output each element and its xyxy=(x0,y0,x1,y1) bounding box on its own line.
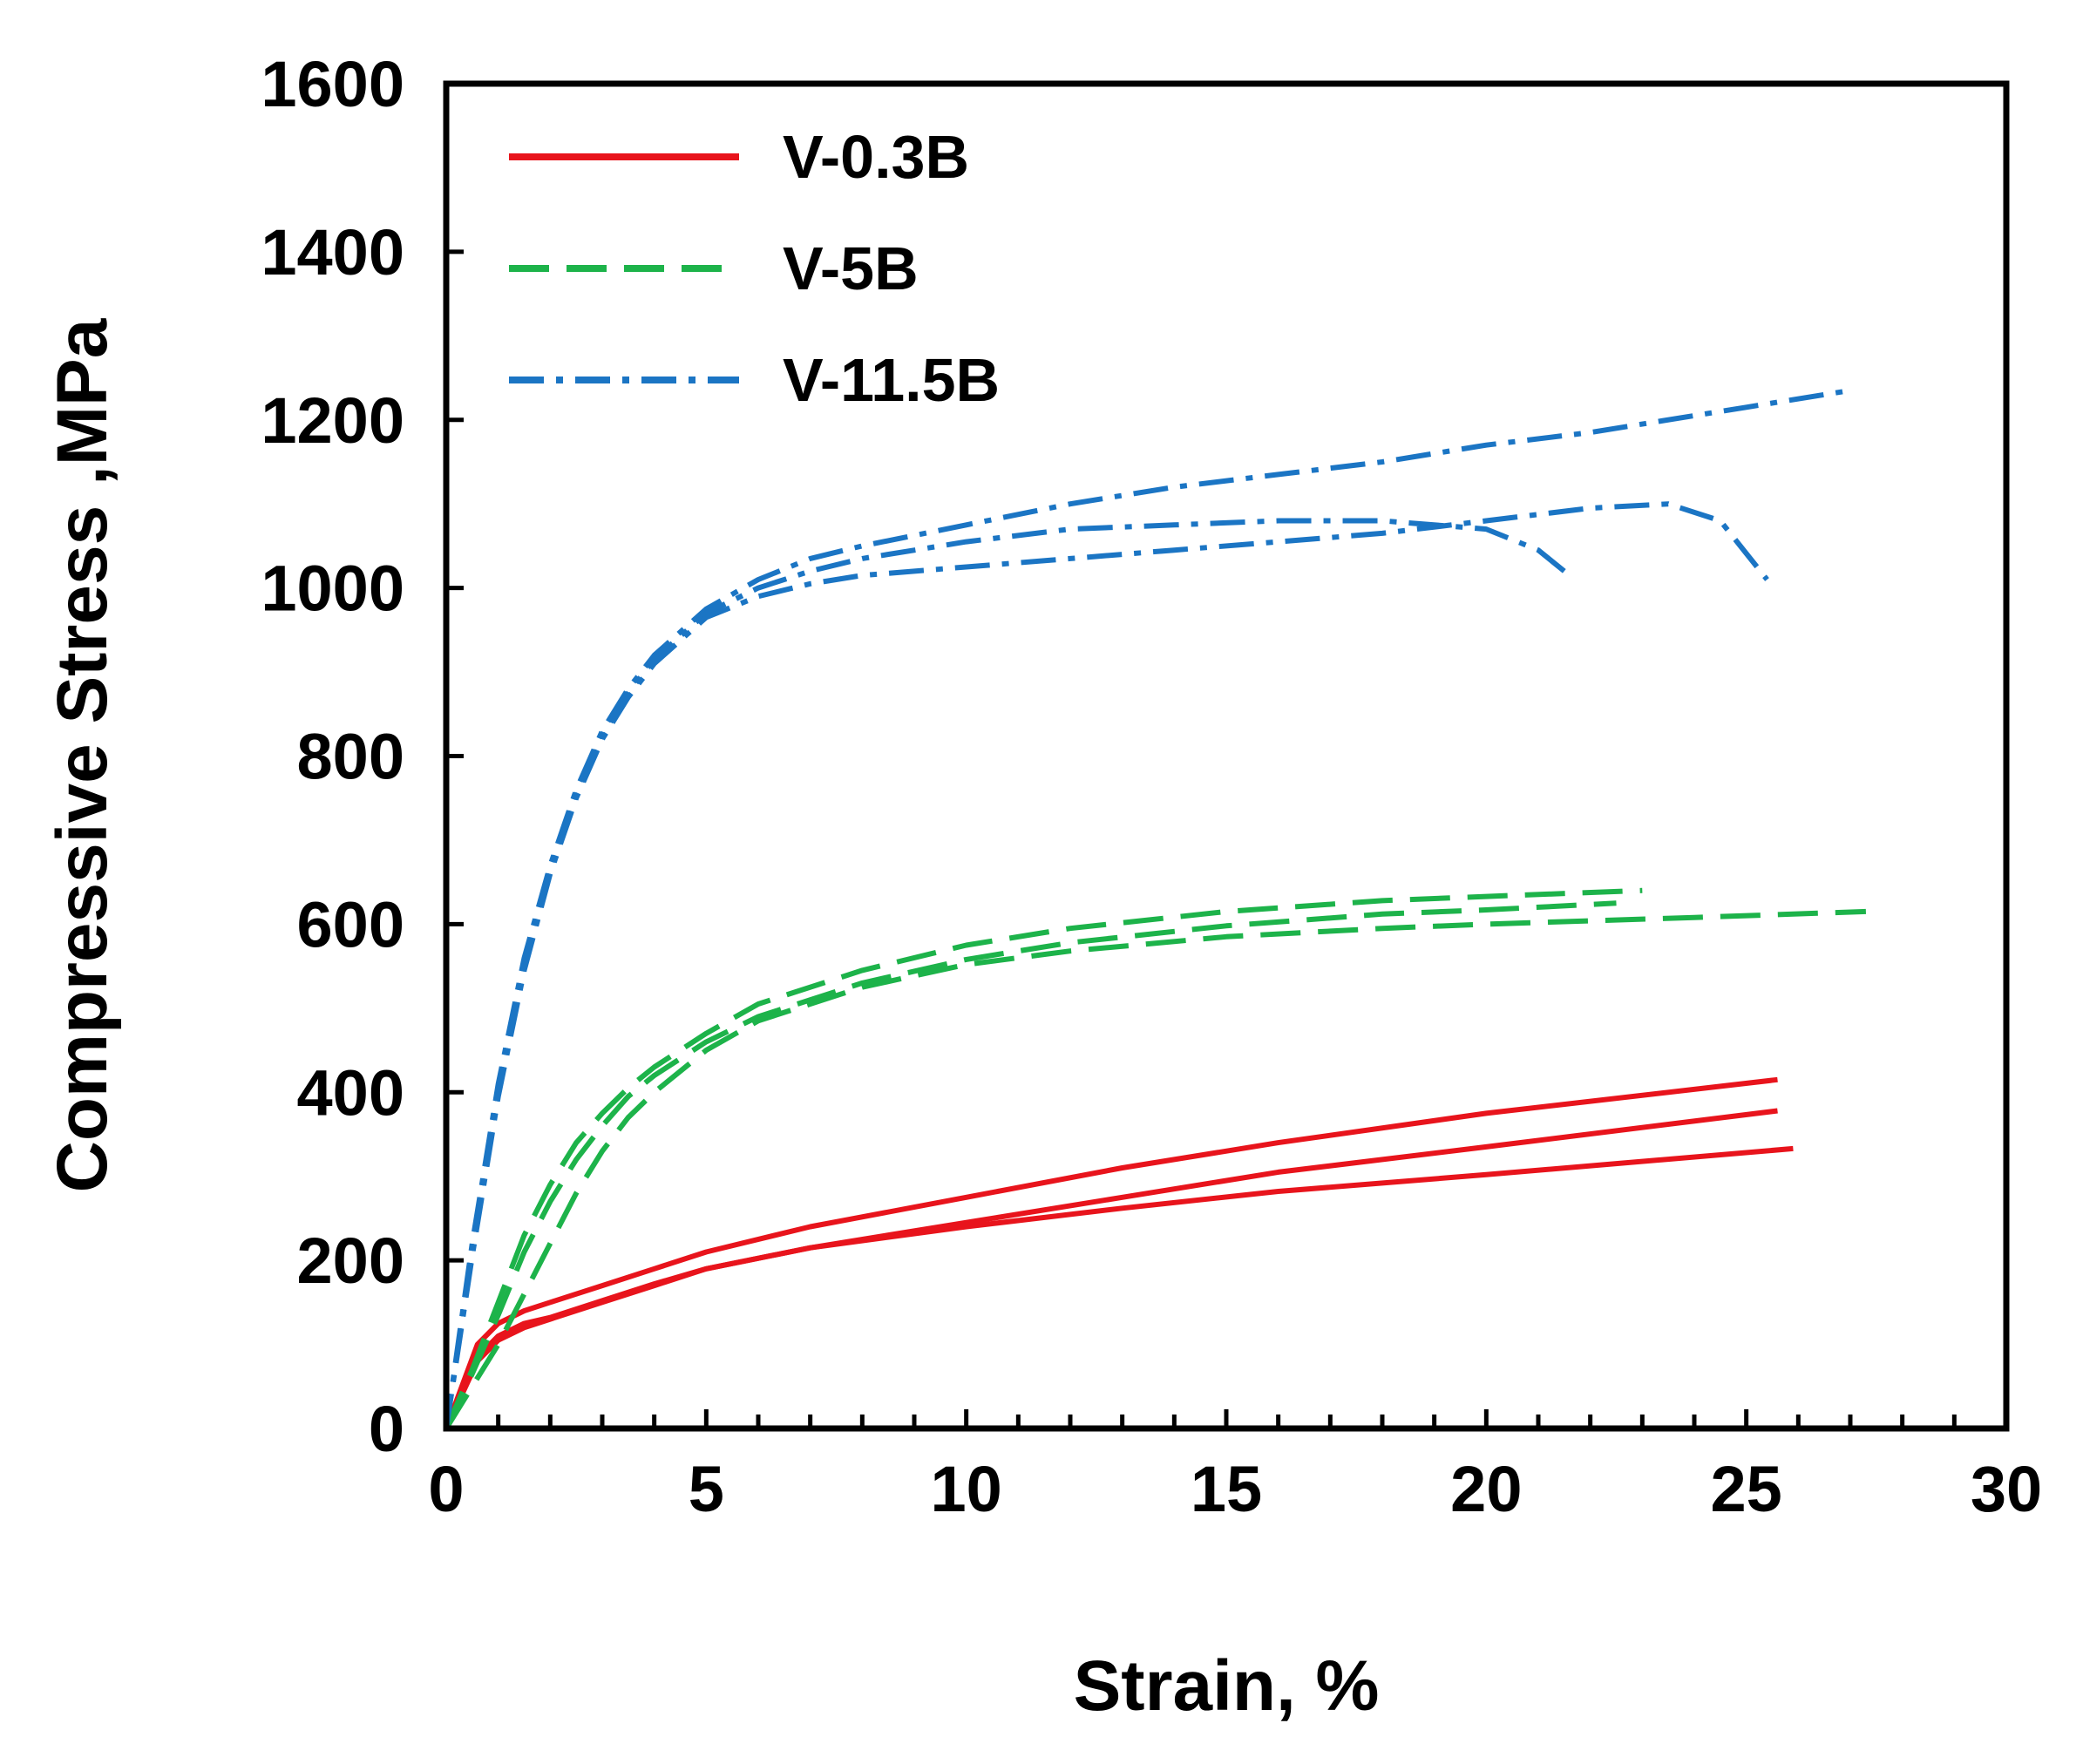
x-tick-label-15: 15 xyxy=(1191,1453,1262,1525)
y-tick-label-1400: 1400 xyxy=(261,216,404,288)
series-line-v-115b-1 xyxy=(444,388,1851,1429)
x-tick-label-0: 0 xyxy=(428,1453,464,1525)
y-tick-label-400: 400 xyxy=(297,1056,404,1129)
plot-area-frame xyxy=(443,80,2010,1432)
series-layer xyxy=(444,388,1867,1430)
y-tick-label-1000: 1000 xyxy=(261,553,404,625)
x-axis-title: Strain, % xyxy=(1074,1646,1380,1726)
y-tick-label-1200: 1200 xyxy=(261,384,404,457)
legend-label-v-03b: V-0.3B xyxy=(783,123,969,191)
axis-tick-labels: 0 5 10 15 20 25 30 0 200 400 600 800 1000 1200 1400 160… xyxy=(261,48,2042,1525)
series-line-v-115b-3 xyxy=(444,501,1769,1429)
series-line-v-03b-3 xyxy=(444,1145,1794,1430)
y-tick-label-1600: 1600 xyxy=(261,48,404,120)
y-tick-label-200: 200 xyxy=(297,1225,404,1297)
x-tick-label-10: 10 xyxy=(931,1453,1002,1525)
x-tick-label-20: 20 xyxy=(1450,1453,1522,1525)
series-line-v-03b-1 xyxy=(444,1076,1778,1430)
legend: V-0.3B V-5B V-11.5B xyxy=(509,123,1000,414)
y-axis-title: Compressive Stress ,MPa xyxy=(43,317,122,1192)
axis-ticks xyxy=(444,81,2009,1431)
legend-label-v-5b: V-5B xyxy=(783,234,919,302)
x-tick-label-5: 5 xyxy=(689,1453,724,1525)
series-line-v-5b-2 xyxy=(444,900,1617,1430)
series-line-v-5b-3 xyxy=(444,908,1867,1430)
legend-label-v-115b: V-11.5B xyxy=(783,346,1000,414)
x-tick-label-30: 30 xyxy=(1971,1453,2042,1525)
x-tick-label-25: 25 xyxy=(1711,1453,1782,1525)
series-line-v-5b-1 xyxy=(444,887,1643,1430)
series-line-v-115b-2 xyxy=(444,518,1566,1429)
y-tick-label-0: 0 xyxy=(369,1393,404,1465)
y-tick-label-800: 800 xyxy=(297,721,404,793)
y-tick-label-600: 600 xyxy=(297,888,404,960)
